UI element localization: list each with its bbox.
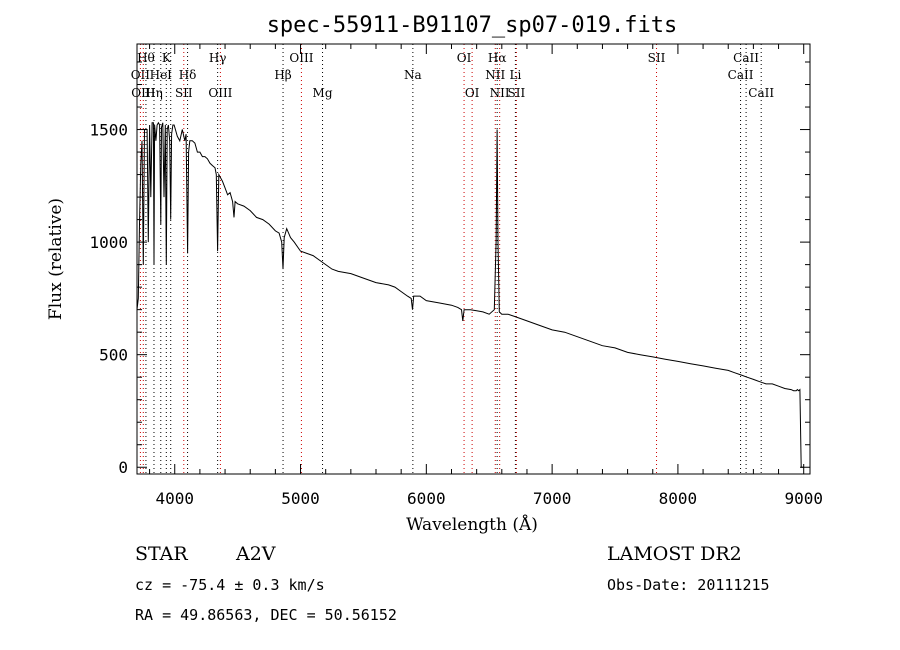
y-axis-label: Flux (relative) bbox=[46, 198, 66, 320]
line-marker-label: CaII bbox=[748, 86, 774, 100]
x-tick-label: 8000 bbox=[659, 489, 698, 508]
object-class: STAR bbox=[135, 543, 188, 565]
chart-title: spec-55911-B91107_sp07-019.fits bbox=[267, 13, 678, 38]
axis-ticks: 4000 5000 6000 7000 8000 9000 0 500 1000 1500 bbox=[89, 44, 823, 508]
line-marker-label: Hβ bbox=[274, 68, 291, 82]
line-marker-label: OIII bbox=[289, 51, 313, 65]
x-tick-label: 9000 bbox=[784, 489, 823, 508]
line-marker-label: K bbox=[162, 51, 172, 65]
line-marker-label: Na bbox=[404, 68, 422, 82]
coordinates-text: RA = 49.86563, DEC = 50.56152 bbox=[135, 606, 397, 624]
x-tick-label: 5000 bbox=[281, 489, 320, 508]
line-marker-label: Hγ bbox=[209, 51, 227, 65]
line-marker-label: Hθ bbox=[137, 51, 155, 65]
line-marker-label: OI bbox=[457, 51, 472, 65]
obs-date-text: Obs-Date: 20111215 bbox=[607, 576, 770, 594]
y-tick-label: 1000 bbox=[89, 233, 128, 252]
line-marker-label: SII bbox=[648, 51, 666, 65]
x-tick-label: 4000 bbox=[155, 489, 194, 508]
line-marker-label: OIII bbox=[208, 86, 232, 100]
y-tick-label: 0 bbox=[118, 458, 128, 477]
line-markers: OIIOIIIHθHηHeIKSIIHδHγOIIIHβOIIIMgNaOIOI… bbox=[131, 44, 774, 474]
spectrum-line bbox=[136, 121, 804, 468]
line-marker-label: OI bbox=[465, 86, 480, 100]
y-tick-label: 1500 bbox=[89, 121, 128, 140]
line-marker-label: HeI bbox=[150, 68, 173, 82]
x-axis-label: Wavelength (Å) bbox=[406, 514, 538, 535]
line-marker-label: OII bbox=[131, 68, 151, 82]
object-subclass: A2V bbox=[235, 543, 276, 565]
x-tick-label: 6000 bbox=[407, 489, 446, 508]
spectrum-series bbox=[136, 121, 804, 468]
line-marker-label: Li bbox=[509, 68, 521, 82]
line-marker-label: NII bbox=[485, 68, 505, 82]
line-marker-label: Hα bbox=[488, 51, 507, 65]
line-marker-label: Hη bbox=[145, 86, 163, 100]
redshift-text: cz = -75.4 ± 0.3 km/s bbox=[135, 576, 325, 594]
y-tick-label: 500 bbox=[99, 346, 128, 365]
line-marker-label: SII bbox=[175, 86, 193, 100]
line-marker-label: CaII bbox=[733, 51, 759, 65]
survey-name: LAMOST DR2 bbox=[607, 543, 742, 565]
line-marker-label: Mg bbox=[313, 86, 333, 100]
line-marker-label: Hδ bbox=[179, 68, 197, 82]
line-marker-label: NII bbox=[490, 86, 510, 100]
plot-frame bbox=[136, 43, 811, 475]
line-marker-label: SII bbox=[508, 86, 526, 100]
x-tick-label: 7000 bbox=[533, 489, 572, 508]
line-marker-label: CaII bbox=[728, 68, 754, 82]
